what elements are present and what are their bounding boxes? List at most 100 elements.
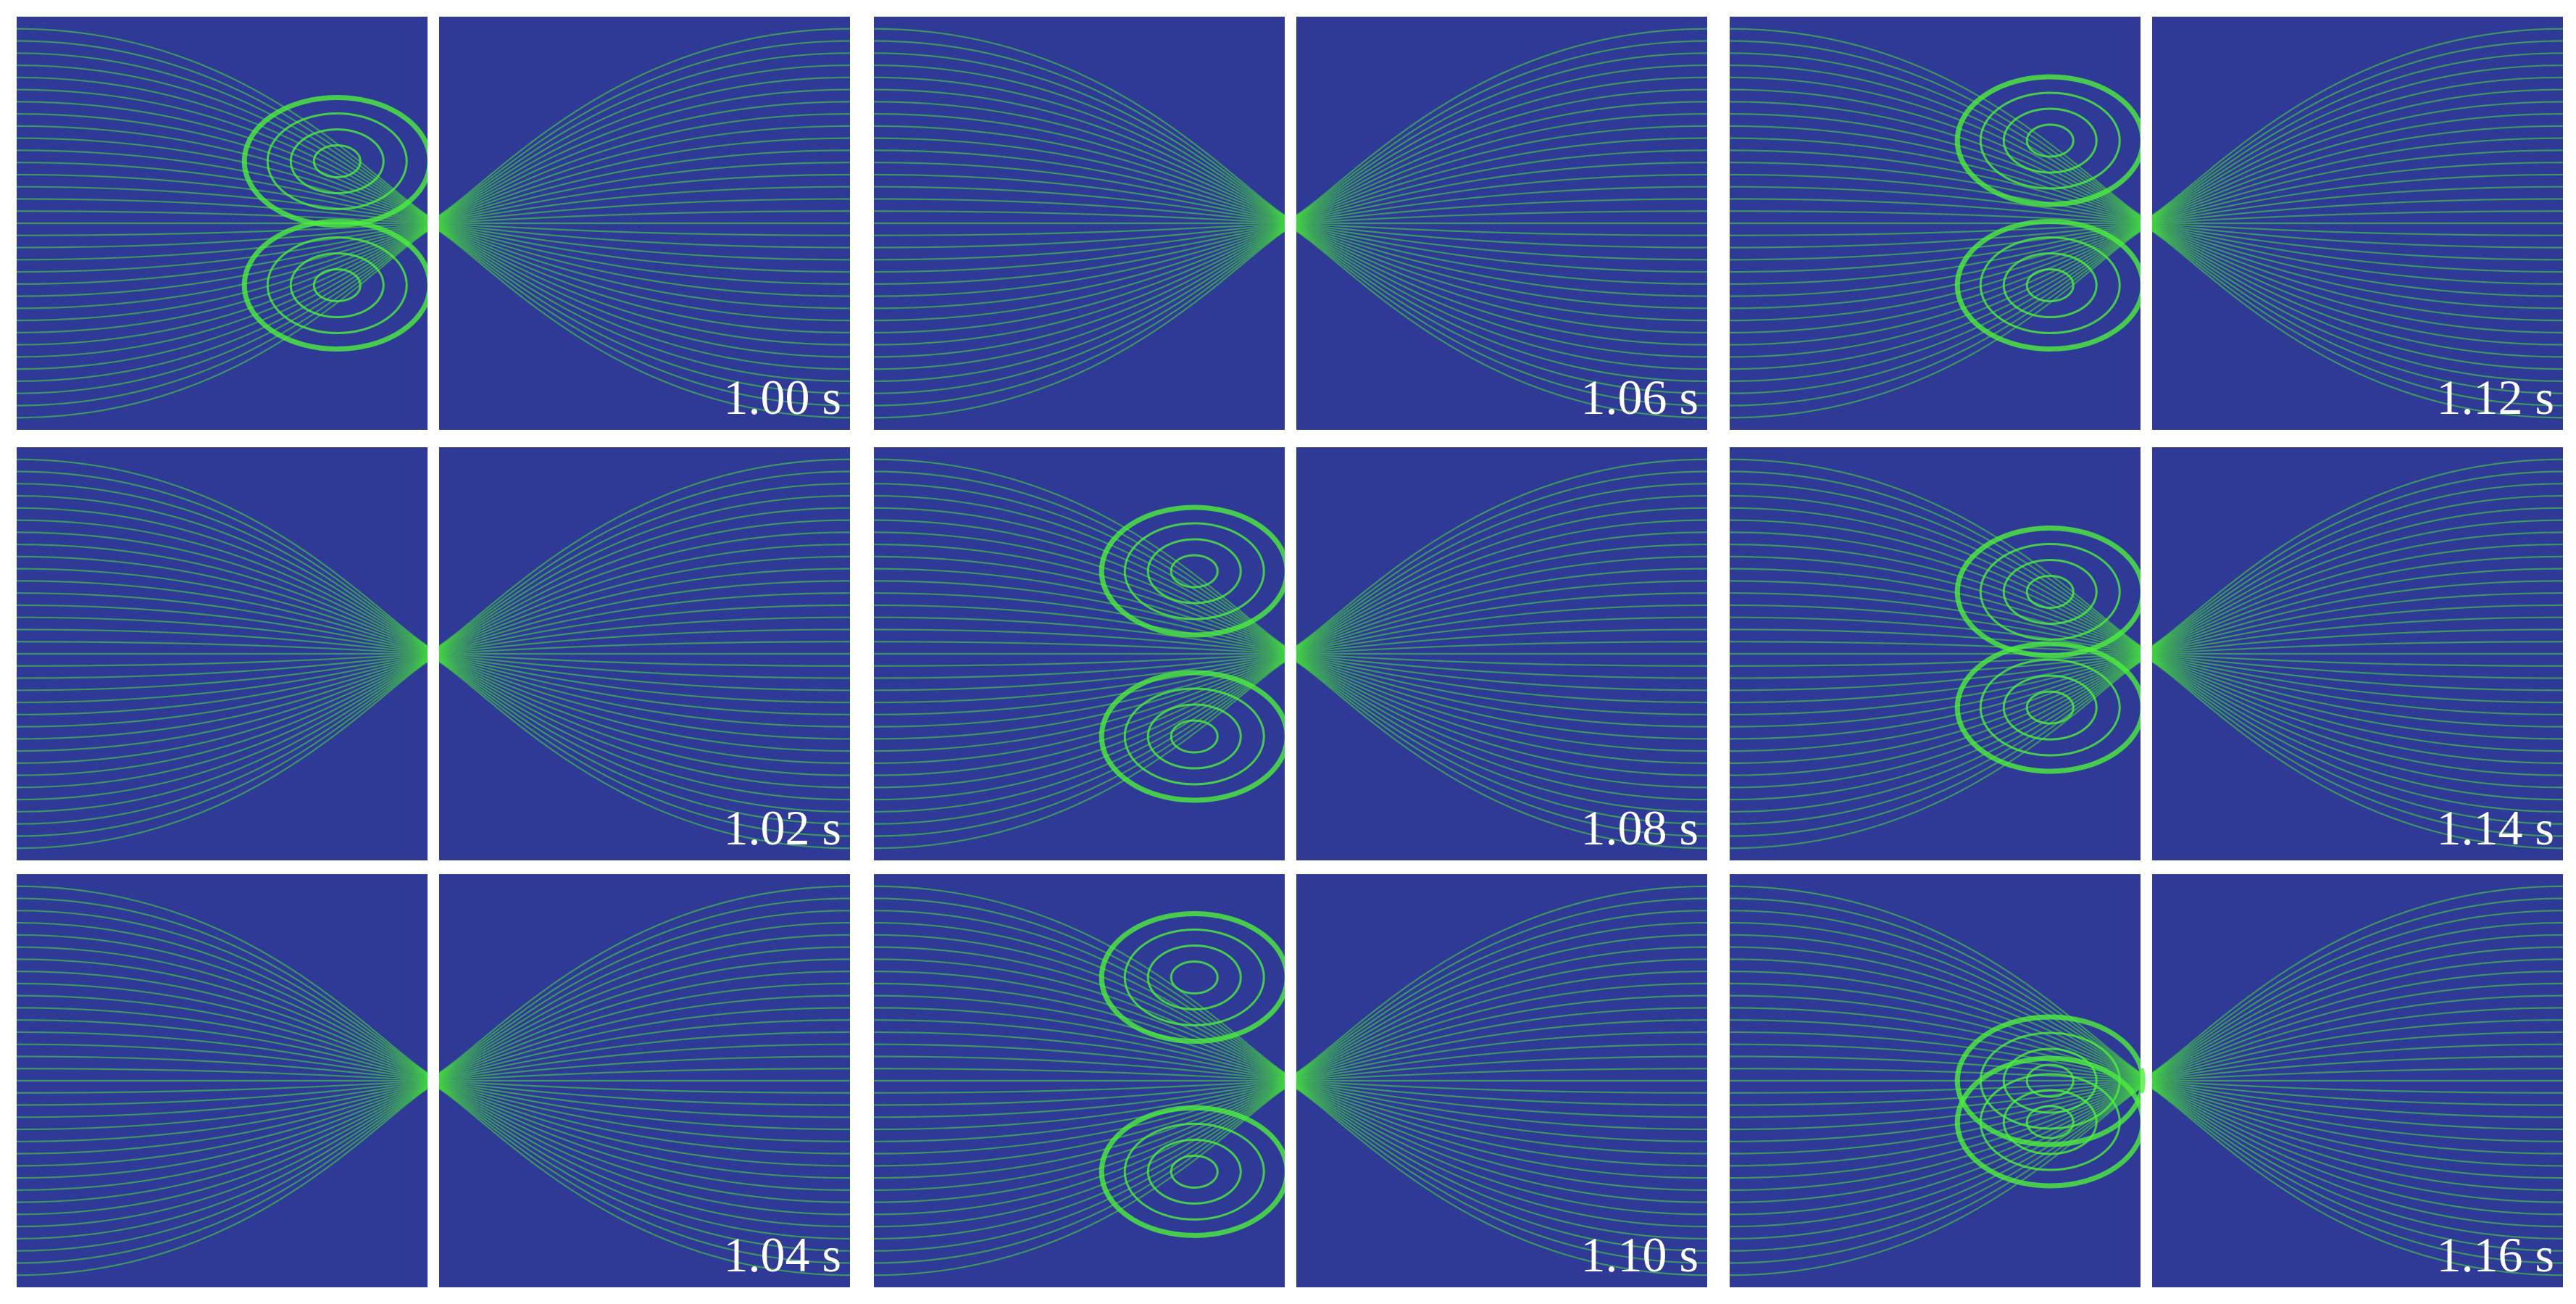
panel: 1.06 s bbox=[873, 17, 1708, 430]
streamline bbox=[1296, 1081, 1708, 1131]
streamline bbox=[873, 1081, 1285, 1131]
streamline bbox=[873, 1084, 1285, 1191]
streamline bbox=[873, 654, 1285, 692]
streamline bbox=[873, 28, 1285, 217]
streamline bbox=[1729, 470, 2141, 647]
streamline bbox=[438, 616, 851, 654]
streamline bbox=[2151, 921, 2564, 1076]
vortex bbox=[1146, 1138, 1242, 1205]
streamline bbox=[16, 660, 428, 837]
streamline bbox=[438, 971, 851, 1077]
streamline bbox=[438, 592, 851, 652]
streamline bbox=[1296, 910, 1708, 1075]
wall bbox=[1285, 236, 1296, 430]
streamline bbox=[1729, 885, 2141, 1074]
streamline bbox=[873, 225, 1285, 285]
time-label: 1.00 s bbox=[724, 370, 841, 425]
streamline bbox=[1296, 555, 1708, 651]
streamline bbox=[2151, 1087, 2564, 1252]
streamline bbox=[2151, 655, 2564, 715]
streamline bbox=[873, 458, 1285, 647]
wall bbox=[1285, 447, 1296, 641]
streamline bbox=[1729, 52, 2141, 217]
streamline bbox=[1729, 223, 2141, 249]
streamline bbox=[438, 655, 851, 704]
streamline bbox=[2151, 1084, 2564, 1203]
streamline bbox=[2151, 1083, 2564, 1167]
streamline bbox=[2151, 64, 2564, 218]
streamline bbox=[16, 1068, 428, 1081]
streamline bbox=[873, 660, 1285, 837]
time-label: 1.04 s bbox=[724, 1227, 841, 1282]
streamline bbox=[16, 654, 428, 679]
streamline bbox=[438, 1086, 851, 1240]
streamline bbox=[1729, 1081, 2141, 1131]
streamline bbox=[438, 1068, 851, 1081]
streamline bbox=[1729, 225, 2141, 285]
streamline bbox=[1729, 223, 2141, 261]
streamline bbox=[2151, 544, 2564, 650]
streamline bbox=[16, 592, 428, 652]
streamline bbox=[438, 655, 851, 728]
streamline bbox=[438, 149, 851, 222]
streamline bbox=[1296, 1087, 1708, 1276]
streamline bbox=[873, 654, 1285, 679]
streamline bbox=[16, 555, 428, 651]
time-label: 1.14 s bbox=[2437, 800, 2554, 855]
streamline bbox=[1296, 1080, 1708, 1094]
streamline bbox=[2151, 1082, 2564, 1155]
streamline bbox=[873, 657, 1285, 764]
streamline bbox=[438, 225, 851, 297]
wall bbox=[428, 447, 439, 641]
streamline bbox=[2151, 483, 2564, 648]
streamline bbox=[873, 580, 1285, 652]
streamline bbox=[873, 225, 1285, 297]
streamline bbox=[438, 125, 851, 220]
streamline bbox=[438, 921, 851, 1076]
streamline bbox=[873, 149, 1285, 222]
streamline bbox=[1729, 229, 2141, 394]
streamline bbox=[873, 1031, 1285, 1080]
streamline bbox=[2151, 1084, 2564, 1191]
streamline bbox=[1729, 227, 2141, 333]
vortex bbox=[2025, 1063, 2075, 1098]
streamline bbox=[873, 227, 1285, 346]
streamline bbox=[438, 654, 851, 692]
streamline bbox=[873, 101, 1285, 220]
streamline bbox=[2151, 654, 2564, 692]
streamline bbox=[438, 137, 851, 221]
streamline bbox=[16, 470, 428, 647]
streamline bbox=[1296, 225, 1708, 285]
streamline bbox=[1729, 125, 2141, 220]
streamline bbox=[438, 229, 851, 394]
streamline bbox=[2151, 656, 2564, 740]
streamline bbox=[873, 659, 1285, 801]
streamline bbox=[1729, 653, 2141, 667]
streamline bbox=[438, 228, 851, 358]
streamline bbox=[438, 568, 851, 652]
streamline bbox=[16, 64, 428, 218]
streamline bbox=[16, 1087, 428, 1264]
streamline bbox=[2151, 76, 2564, 218]
streamline bbox=[2151, 971, 2564, 1077]
streamline bbox=[438, 897, 851, 1074]
streamline bbox=[2151, 655, 2564, 728]
streamline bbox=[1729, 657, 2141, 776]
streamline bbox=[873, 934, 1285, 1076]
vortex bbox=[1979, 543, 2121, 641]
vortex bbox=[1979, 236, 2121, 334]
streamline bbox=[2151, 897, 2564, 1074]
streamline bbox=[1729, 897, 2141, 1074]
streamline bbox=[1729, 224, 2141, 273]
vortex bbox=[1170, 719, 1219, 754]
streamline bbox=[2151, 994, 2564, 1079]
streamline bbox=[873, 230, 1285, 407]
streamline bbox=[1729, 519, 2141, 649]
streamline bbox=[16, 655, 428, 704]
streamline bbox=[438, 555, 851, 651]
streamline bbox=[1296, 1031, 1708, 1080]
streamline bbox=[1729, 655, 2141, 715]
streamline bbox=[873, 660, 1285, 825]
streamline bbox=[438, 52, 851, 217]
